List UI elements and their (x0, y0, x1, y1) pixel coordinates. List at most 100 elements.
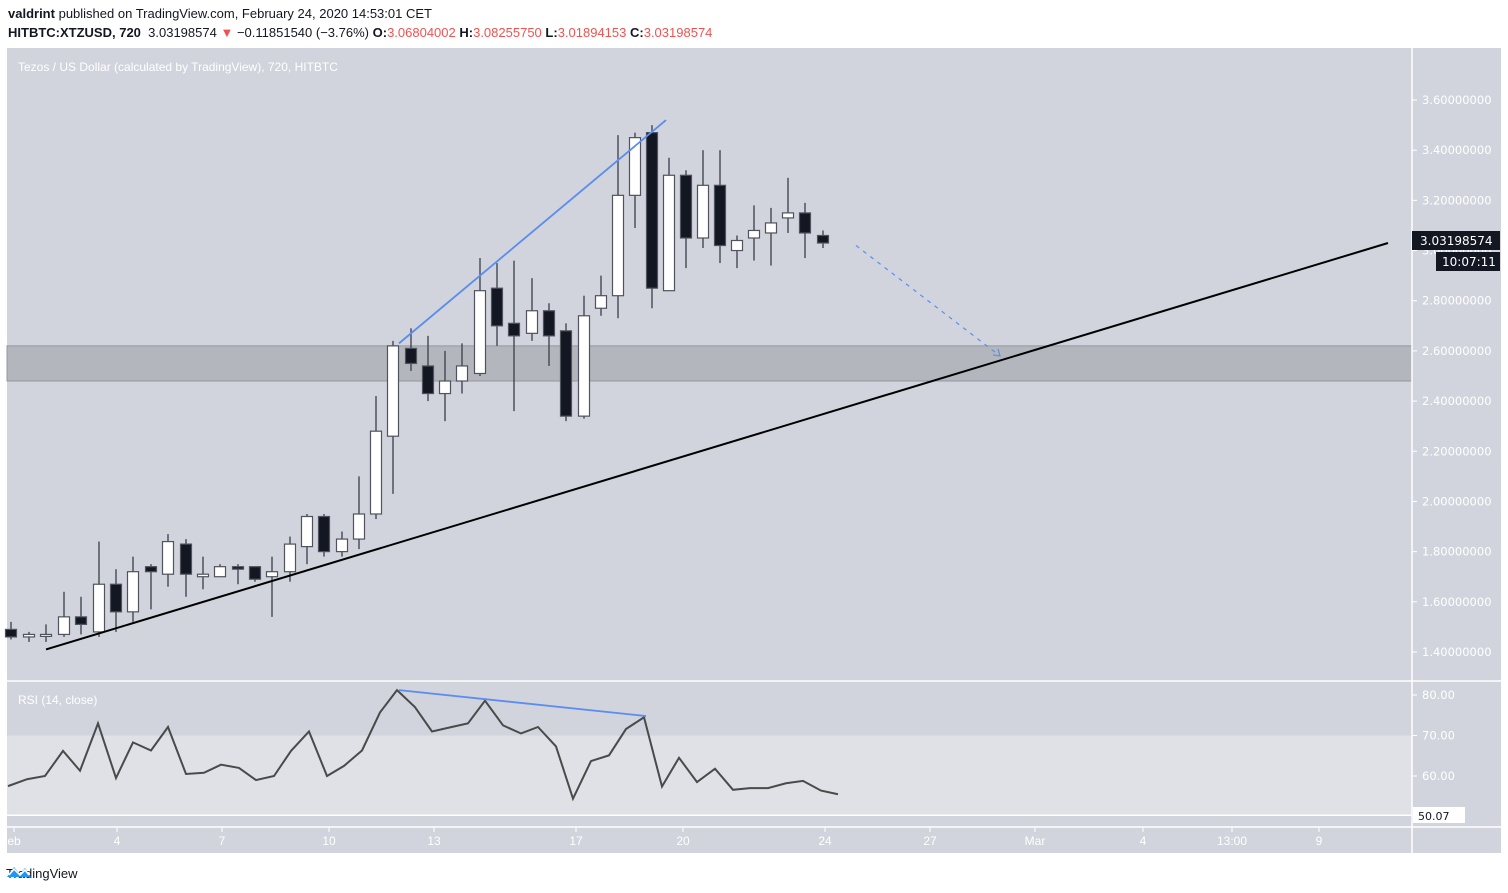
price-axis-tick: 1.40000000 (1422, 645, 1492, 659)
candle[interactable] (473, 258, 487, 376)
candle[interactable] (74, 596, 88, 635)
candle[interactable] (525, 278, 539, 341)
candle[interactable] (179, 539, 193, 597)
candle[interactable] (265, 556, 279, 617)
time-axis-tick: 24 (818, 834, 832, 848)
candle[interactable] (628, 132, 642, 228)
high-label: H: (459, 25, 474, 40)
time-axis-tick: 10 (322, 834, 336, 848)
price-axis-tick: 3.40000000 (1422, 143, 1492, 157)
rsi-pane[interactable] (7, 680, 1501, 817)
candle[interactable] (283, 536, 297, 582)
support-trendline[interactable] (45, 242, 1389, 651)
chart-canvas[interactable]: 3.600000003.400000003.200000003.00000000… (0, 0, 1508, 860)
divergence-line[interactable] (398, 119, 667, 345)
last-price: 3.03198574 (148, 25, 217, 40)
rsi-value-label: 50.07 (1413, 807, 1465, 823)
close-value: 3.03198574 (643, 25, 713, 40)
author-name: valdrint (8, 6, 55, 21)
rsi-band (7, 735, 1412, 816)
rsi-title: RSI (14, close) (18, 693, 97, 707)
candle[interactable] (781, 177, 795, 233)
candle[interactable] (369, 396, 383, 520)
countdown-label: 10:07:11 (1436, 252, 1500, 271)
candle[interactable] (126, 556, 140, 622)
price-axis-tick: 2.40000000 (1422, 394, 1492, 408)
candle[interactable] (161, 534, 175, 587)
published-text: published on TradingView.com, February 2… (58, 6, 432, 21)
candle[interactable] (816, 230, 830, 249)
time-axis-tick: Mar (1025, 834, 1046, 848)
candle[interactable] (196, 556, 210, 590)
candle[interactable] (490, 263, 504, 346)
candle[interactable] (713, 150, 727, 264)
svg-text:3.03198574: 3.03198574 (1420, 234, 1493, 248)
publish-info: valdrint published on TradingView.com, F… (8, 6, 432, 21)
candle[interactable] (798, 202, 812, 259)
candle[interactable] (507, 260, 521, 412)
candle[interactable] (231, 564, 245, 585)
candle[interactable] (92, 541, 106, 637)
candle[interactable] (696, 150, 710, 249)
candle[interactable] (559, 323, 573, 422)
time-axis-tick: 4 (114, 834, 121, 848)
price-axis-tick: 2.80000000 (1422, 294, 1492, 308)
candle[interactable] (22, 631, 36, 642)
time-axis-tick: 13 (427, 834, 441, 848)
svg-text:10:07:11: 10:07:11 (1442, 255, 1496, 269)
candle[interactable] (352, 476, 366, 550)
candle[interactable] (764, 207, 778, 266)
tradingview-logo-icon (7, 867, 31, 877)
time-axis-tick: 7 (219, 834, 226, 848)
price-pane[interactable] (4, 119, 1413, 651)
candle[interactable] (455, 343, 469, 394)
time-axis-tick: 4 (1140, 834, 1147, 848)
projection-arrow[interactable] (855, 245, 1001, 357)
candle[interactable] (594, 275, 608, 316)
rsi-axis-tick: 70.00 (1422, 729, 1455, 743)
candle[interactable] (542, 303, 556, 366)
candle[interactable] (577, 295, 591, 419)
candle[interactable] (438, 350, 452, 422)
close-label: C: (630, 25, 644, 40)
candle[interactable] (730, 235, 744, 269)
candle[interactable] (679, 170, 693, 269)
candle[interactable] (611, 135, 625, 319)
time-axis-tick: eb (7, 834, 21, 848)
open-value: 3.06804002 (387, 25, 456, 40)
candle[interactable] (39, 624, 53, 642)
price-axis-tick: 1.60000000 (1422, 595, 1492, 609)
candle[interactable] (57, 591, 71, 637)
tradingview-footer[interactable]: TradingView (6, 862, 78, 884)
svg-text:50.07: 50.07 (1418, 810, 1450, 823)
candle[interactable] (213, 564, 227, 578)
candle[interactable] (248, 566, 262, 582)
chart-background (7, 48, 1501, 853)
down-arrow-icon: ▼ (220, 25, 234, 40)
candle[interactable] (109, 569, 123, 632)
time-axis-tick: 27 (923, 834, 937, 848)
rsi-divergence-line[interactable] (398, 689, 647, 717)
support-zone[interactable] (6, 345, 1413, 382)
high-value: 3.08255750 (473, 25, 542, 40)
candle[interactable] (300, 513, 314, 565)
candle[interactable] (144, 564, 158, 610)
candle[interactable] (421, 335, 435, 402)
symbol-label: HITBTC:XTZUSD, 720 (8, 25, 141, 40)
rsi-axis-tick: 80.00 (1422, 688, 1455, 702)
candle[interactable] (404, 328, 418, 371)
rsi-axis-tick: 60.00 (1422, 769, 1455, 783)
candle[interactable] (747, 205, 761, 261)
time-axis-tick: 20 (676, 834, 690, 848)
candle[interactable] (335, 531, 349, 557)
candle[interactable] (386, 340, 400, 494)
candle[interactable] (645, 125, 659, 309)
symbol-info-bar: HITBTC:XTZUSD, 720 3.03198574 ▼ −0.11851… (8, 25, 712, 40)
candle[interactable] (317, 513, 331, 557)
price-change: −0.11851540 (−3.76%) (236, 25, 369, 40)
candle[interactable] (4, 621, 18, 640)
candle[interactable] (662, 157, 676, 292)
price-axis-tick: 3.60000000 (1422, 93, 1492, 107)
rsi-line[interactable] (7, 688, 839, 802)
price-axis-tick: 2.20000000 (1422, 444, 1492, 458)
